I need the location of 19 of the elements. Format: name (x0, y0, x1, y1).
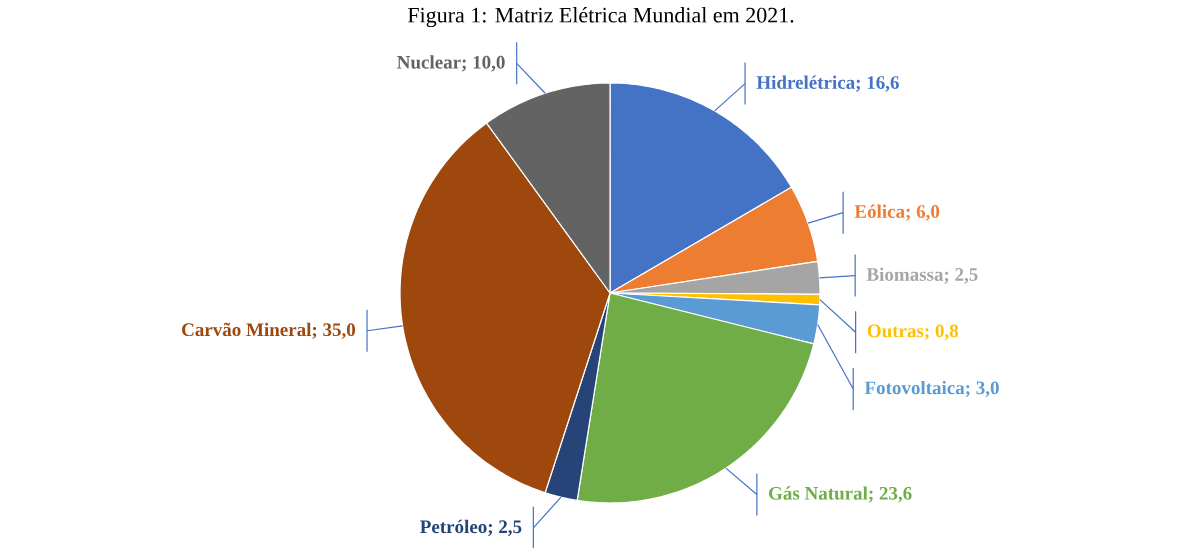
slice-label: Fotovoltaica (864, 380, 965, 395)
data-label: ; 10,0 (462, 55, 505, 72)
data-label: ; 2,5 (944, 268, 978, 284)
slice-label: Gás Natural (769, 486, 868, 500)
slice-label: Petróleo (420, 519, 487, 534)
slice-label: Eólica (854, 204, 905, 218)
data-label: ; 35,0 (312, 323, 356, 339)
slice-label: Carvão Mineral (182, 322, 312, 337)
data-label: ; 0,8 (924, 324, 959, 341)
data-label: ; 23,6 (868, 486, 912, 503)
slice-label: Nuclear (397, 55, 461, 69)
data-label: ; 6,0 (906, 205, 940, 221)
data-label: ; 3,0 (965, 381, 999, 398)
legend-label: Hidrelétrica (756, 75, 855, 89)
chart-title: Figura 1: Matriz Elétrica Mundial em 2021. (407, 7, 794, 28)
data-label: ; 16,6 (856, 76, 899, 92)
slice-label: Outras (867, 324, 924, 338)
data-label: ; 2,5 (488, 520, 522, 536)
slice-label: Biomassa (866, 267, 944, 281)
